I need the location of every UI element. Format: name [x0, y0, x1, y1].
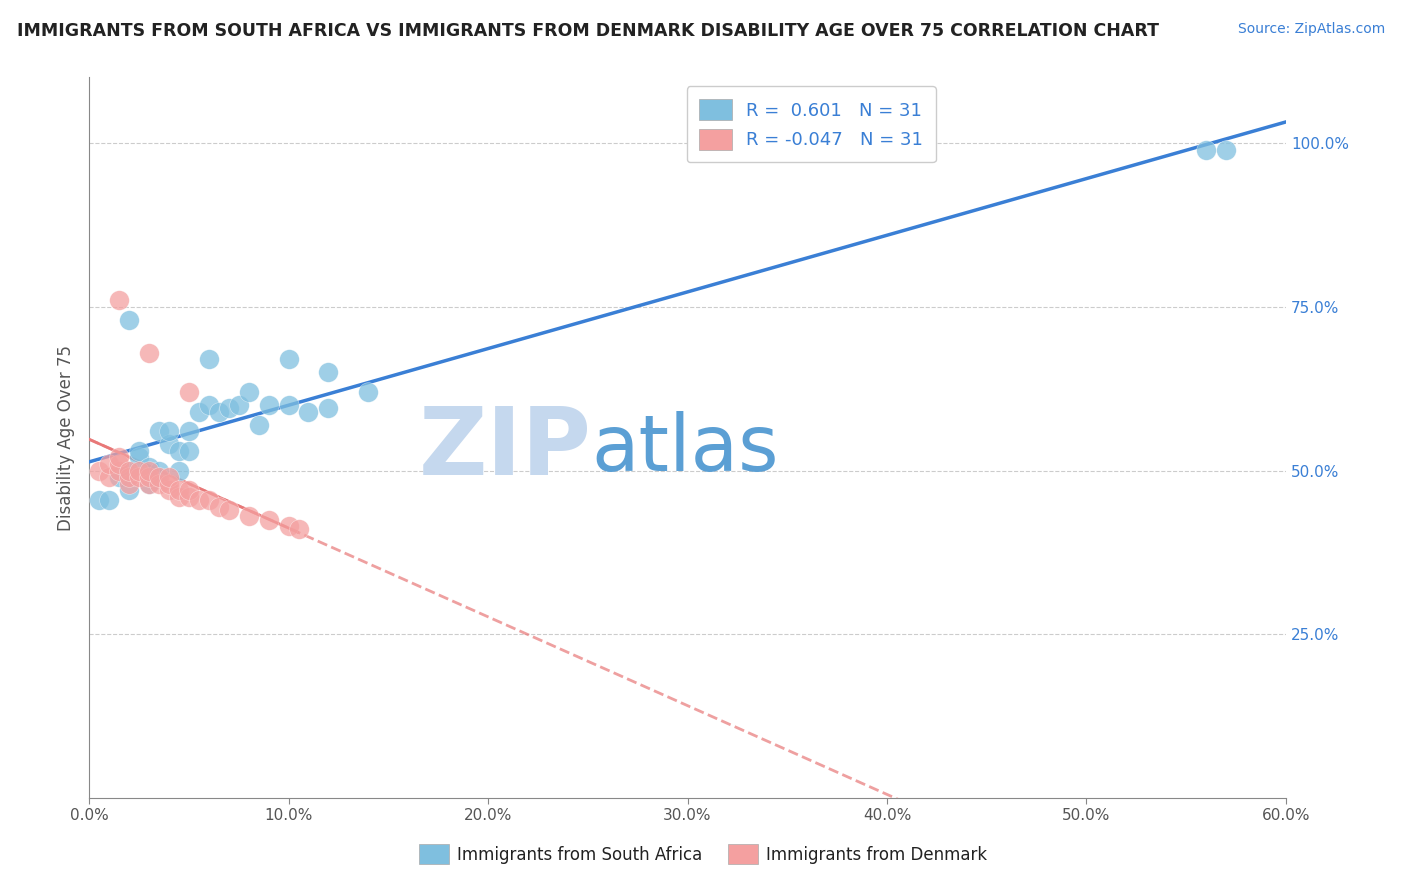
Point: [257, 398, 280, 412]
Point: [128, 450, 150, 465]
Text: ZIP: ZIP: [419, 402, 592, 494]
Legend: R =  0.601   N = 31, R = -0.047   N = 31: R = 0.601 N = 31, R = -0.047 N = 31: [686, 87, 936, 162]
Point: [157, 470, 180, 484]
Point: [247, 417, 270, 432]
Point: [108, 450, 131, 465]
Point: [177, 424, 200, 438]
Point: [108, 463, 131, 477]
Point: [167, 463, 190, 477]
Point: [187, 493, 209, 508]
Point: [118, 476, 141, 491]
Point: [318, 401, 340, 416]
Point: [128, 470, 150, 484]
Point: [177, 483, 200, 498]
Point: [238, 509, 260, 524]
Point: [98, 457, 121, 471]
Y-axis label: Disability Age Over 75: Disability Age Over 75: [58, 344, 75, 531]
Point: [177, 384, 200, 399]
Point: [98, 493, 121, 508]
Point: [157, 476, 180, 491]
Point: [177, 443, 200, 458]
Point: [197, 398, 219, 412]
Point: [238, 384, 260, 399]
Point: [287, 523, 309, 537]
Text: Source: ZipAtlas.com: Source: ZipAtlas.com: [1237, 22, 1385, 37]
Text: IMMIGRANTS FROM SOUTH AFRICA VS IMMIGRANTS FROM DENMARK DISABILITY AGE OVER 75 C: IMMIGRANTS FROM SOUTH AFRICA VS IMMIGRAN…: [17, 22, 1159, 40]
Point: [277, 519, 299, 533]
Point: [357, 384, 380, 399]
Point: [118, 313, 141, 327]
Point: [228, 398, 250, 412]
Point: [1215, 143, 1237, 157]
Point: [318, 365, 340, 379]
Point: [87, 493, 110, 508]
Point: [167, 490, 190, 504]
Point: [208, 500, 231, 514]
Point: [197, 493, 219, 508]
Point: [148, 424, 170, 438]
Point: [197, 352, 219, 367]
Point: [277, 398, 299, 412]
Point: [148, 463, 170, 477]
Point: [138, 460, 160, 475]
Point: [138, 463, 160, 477]
Point: [138, 476, 160, 491]
Point: [108, 457, 131, 471]
Point: [167, 483, 190, 498]
Text: atlas: atlas: [592, 410, 779, 486]
Point: [157, 424, 180, 438]
Point: [218, 401, 240, 416]
Point: [128, 463, 150, 477]
Point: [297, 404, 319, 418]
Point: [98, 470, 121, 484]
Point: [118, 463, 141, 477]
Legend: Immigrants from South Africa, Immigrants from Denmark: Immigrants from South Africa, Immigrants…: [412, 838, 994, 871]
Point: [108, 293, 131, 308]
Point: [87, 463, 110, 477]
Point: [118, 463, 141, 477]
Point: [277, 352, 299, 367]
Point: [148, 470, 170, 484]
Point: [157, 483, 180, 498]
Point: [257, 513, 280, 527]
Point: [208, 404, 231, 418]
Point: [177, 490, 200, 504]
Point: [187, 404, 209, 418]
Point: [138, 345, 160, 359]
Point: [148, 476, 170, 491]
Point: [108, 470, 131, 484]
Point: [138, 470, 160, 484]
Point: [1195, 143, 1218, 157]
Point: [128, 443, 150, 458]
Point: [218, 503, 240, 517]
Point: [157, 437, 180, 451]
Point: [138, 476, 160, 491]
Point: [118, 470, 141, 484]
Point: [167, 443, 190, 458]
Point: [118, 483, 141, 498]
